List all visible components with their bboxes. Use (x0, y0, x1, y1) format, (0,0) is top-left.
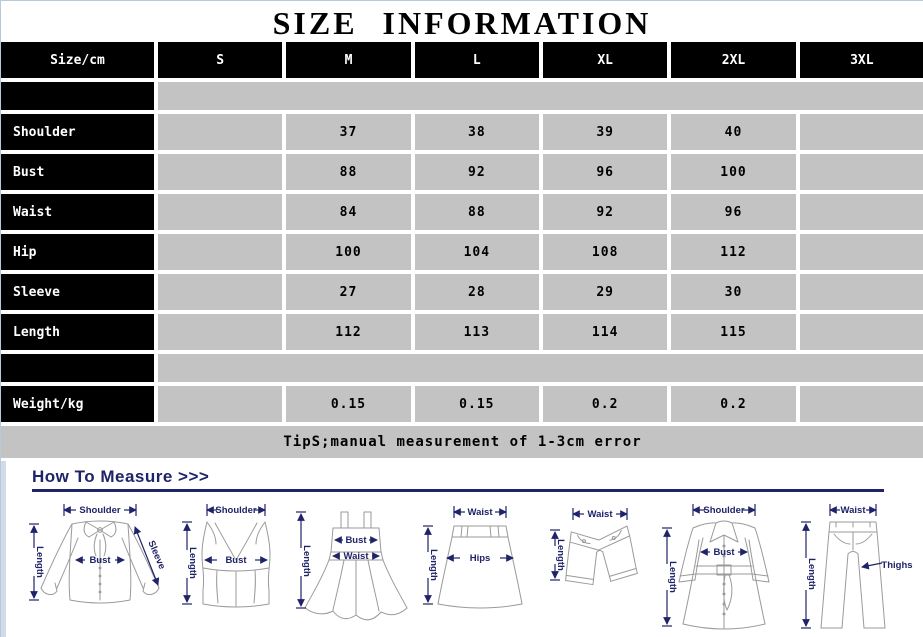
value-cell: 84 (286, 194, 411, 230)
header-cell-3xl: 3XL (799, 42, 923, 78)
spacer-label-cell (1, 82, 154, 110)
coat-diagram: Shoulder (661, 504, 770, 630)
skirt-length-label: Length (428, 549, 439, 581)
value-cell: 0.2 (671, 386, 796, 422)
value-cell: 40 (671, 114, 796, 150)
pants-diagram: Waist Thighs Length (800, 504, 913, 629)
row-label-cell: Hip (1, 234, 154, 270)
value-cell (799, 274, 923, 310)
value-cell: 88 (414, 194, 539, 230)
shorts-diagram: Waist (550, 508, 639, 586)
row-label-cell: Waist (1, 194, 154, 230)
pants-thighs-label: Thighs (881, 560, 912, 571)
value-cell (799, 234, 923, 270)
value-cell: 104 (414, 234, 539, 270)
coat-shoulder-label: Shoulder (703, 505, 744, 516)
value-cell: 0.15 (286, 386, 411, 422)
row-label-cell: Bust (1, 154, 154, 190)
blouse-length-label: Length (34, 546, 45, 578)
spacer-row-fill (158, 82, 923, 110)
how-to-measure-heading: How To Measure >>> (32, 467, 210, 486)
value-cell (799, 114, 923, 150)
value-cell (158, 154, 283, 190)
value-cell: 88 (286, 154, 411, 190)
skirt-diagram: Waist Hips Length (422, 506, 523, 609)
dress-length-label: Length (301, 545, 312, 577)
value-cell: 113 (414, 314, 539, 350)
value-cell: 114 (543, 314, 668, 350)
row-label-cell: Shoulder (1, 114, 154, 150)
value-cell: 115 (671, 314, 796, 350)
tank-bust-label: Bust (226, 555, 248, 566)
value-cell: 30 (671, 274, 796, 310)
header-cell-xl: XL (543, 42, 668, 78)
row-label-cell: Weight/kg (1, 386, 154, 422)
value-cell: 100 (671, 154, 796, 190)
value-cell: 28 (414, 274, 539, 310)
value-cell: 29 (543, 274, 668, 310)
header-cell-m: M (286, 42, 411, 78)
value-cell: 37 (286, 114, 411, 150)
value-cell (158, 314, 283, 350)
shorts-waist-label: Waist (588, 509, 614, 520)
value-cell: 112 (671, 234, 796, 270)
heading-rule (32, 489, 884, 492)
row-label-cell: Length (1, 314, 154, 350)
how-to-measure-section: How To Measure >>> Shoulder (1, 461, 923, 637)
value-cell: 0.2 (543, 386, 668, 422)
shorts-length-label: Length (555, 539, 566, 571)
spacer-label-cell (1, 354, 154, 382)
value-cell (158, 194, 283, 230)
value-cell (158, 114, 283, 150)
value-cell (799, 194, 923, 230)
pants-waist-label: Waist (840, 505, 866, 516)
pants-length-label: Length (806, 558, 817, 590)
row-label-cell: Sleeve (1, 274, 154, 310)
value-cell (799, 314, 923, 350)
blouse-diagram: Shoulder (29, 504, 167, 604)
value-cell (158, 386, 283, 422)
tank-shoulder-label: Shoulder (216, 505, 257, 516)
dress-waist-label: Waist (343, 551, 369, 562)
value-cell (158, 274, 283, 310)
blouse-shoulder-label: Shoulder (79, 505, 120, 516)
tank-length-label: Length (187, 547, 198, 579)
value-cell: 0.15 (414, 386, 539, 422)
value-cell (799, 386, 923, 422)
spacer-row-fill (158, 354, 923, 382)
value-cell: 27 (286, 274, 411, 310)
tip-row: TipS;manual measurement of 1-3cm error (1, 426, 923, 458)
value-cell: 100 (286, 234, 411, 270)
value-cell (799, 154, 923, 190)
value-cell: 96 (671, 194, 796, 230)
size-table: Size/cm S M L XL 2XL 3XL Shoulder 37 38 39 40 Bust 88… (1, 42, 923, 422)
page-title: SIZE INFORMATION (272, 5, 652, 41)
header-cell-s: S (158, 42, 283, 78)
value-cell: 112 (286, 314, 411, 350)
header-cell-2xl: 2XL (671, 42, 796, 78)
value-cell: 92 (414, 154, 539, 190)
value-cell: 39 (543, 114, 668, 150)
measure-diagrams: Shoulder (6, 492, 923, 637)
blouse-bust-label: Bust (89, 555, 111, 566)
tip-text: TipS;manual measurement of 1-3cm error (283, 434, 642, 450)
coat-length-label: Length (667, 561, 678, 593)
value-cell: 92 (543, 194, 668, 230)
value-cell: 96 (543, 154, 668, 190)
dress-bust-label: Bust (345, 535, 367, 546)
slip-dress-diagram: Bust Waist Length (295, 511, 408, 621)
value-cell: 38 (414, 114, 539, 150)
skirt-hips-label: Hips (470, 553, 491, 564)
coat-bust-label: Bust (713, 547, 735, 558)
header-cell-l: L (414, 42, 539, 78)
skirt-waist-label: Waist (467, 507, 493, 518)
value-cell (158, 234, 283, 270)
tank-top-diagram: Shoulder Length Bust (182, 504, 271, 608)
header-cell-size-cm: Size/cm (1, 42, 154, 78)
value-cell: 108 (543, 234, 668, 270)
